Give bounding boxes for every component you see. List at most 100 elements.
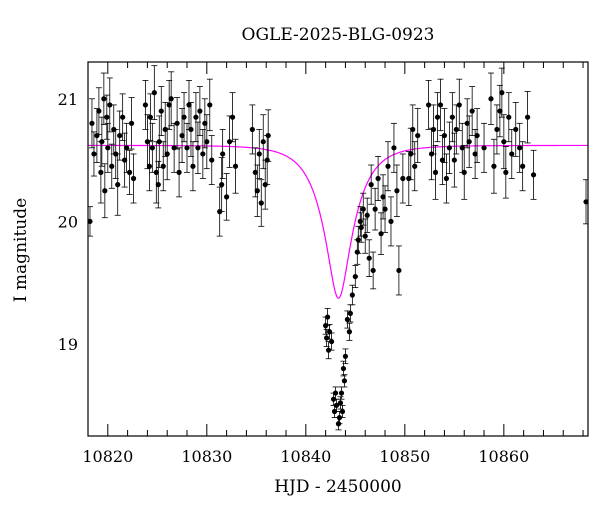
point-marker bbox=[472, 151, 478, 157]
data-point bbox=[451, 132, 458, 188]
data-point bbox=[260, 114, 267, 170]
point-marker bbox=[491, 163, 497, 169]
point-marker bbox=[459, 145, 465, 151]
point-marker bbox=[385, 163, 391, 169]
point-marker bbox=[126, 169, 133, 175]
point-marker bbox=[188, 126, 194, 133]
data-point bbox=[446, 121, 453, 174]
point-marker bbox=[229, 114, 236, 120]
point-marker bbox=[190, 163, 196, 169]
point-marker bbox=[437, 102, 444, 108]
point-marker bbox=[344, 316, 351, 323]
data-point bbox=[354, 239, 361, 265]
point-marker bbox=[200, 151, 206, 157]
point-marker bbox=[207, 102, 213, 108]
data-point bbox=[130, 153, 137, 204]
data-point bbox=[487, 72, 494, 125]
data-point bbox=[372, 187, 379, 231]
data-point bbox=[88, 206, 93, 237]
data-point bbox=[88, 98, 95, 149]
data-point bbox=[385, 141, 391, 192]
point-marker bbox=[453, 126, 459, 133]
point-marker bbox=[360, 206, 366, 212]
point-marker bbox=[153, 169, 159, 175]
point-marker bbox=[249, 126, 255, 133]
point-marker bbox=[451, 157, 457, 163]
point-marker bbox=[347, 310, 353, 316]
data-point bbox=[342, 348, 349, 365]
point-marker bbox=[195, 145, 201, 151]
x-axis-title: HJD - 2450000 bbox=[274, 477, 402, 497]
data-point bbox=[459, 122, 466, 173]
data-point bbox=[464, 98, 471, 149]
data-point bbox=[192, 92, 199, 143]
point-marker bbox=[149, 145, 155, 151]
point-marker bbox=[520, 163, 526, 169]
data-point bbox=[171, 122, 178, 173]
point-marker bbox=[88, 218, 93, 225]
data-point bbox=[184, 122, 191, 173]
data-point bbox=[326, 324, 333, 340]
data-point bbox=[411, 141, 418, 192]
data-point bbox=[449, 92, 456, 143]
point-marker bbox=[355, 237, 361, 243]
point-marker bbox=[380, 194, 386, 200]
data-point bbox=[466, 115, 473, 168]
data-point bbox=[95, 87, 102, 135]
x-tick-label: 10830 bbox=[181, 447, 232, 466]
point-marker bbox=[197, 108, 203, 114]
data-point bbox=[496, 84, 503, 138]
data-point bbox=[114, 153, 121, 216]
point-marker bbox=[497, 108, 503, 114]
point-marker bbox=[166, 102, 172, 108]
point-marker bbox=[89, 120, 95, 126]
data-point bbox=[328, 332, 335, 351]
point-marker bbox=[530, 172, 537, 178]
y-axis-title: I magnitude bbox=[11, 198, 31, 302]
point-marker bbox=[391, 145, 397, 151]
data-point bbox=[201, 98, 208, 149]
point-marker bbox=[333, 402, 340, 408]
point-marker bbox=[509, 151, 515, 157]
data-point bbox=[519, 141, 526, 192]
data-point bbox=[116, 110, 123, 161]
data-point bbox=[414, 108, 421, 163]
point-marker bbox=[362, 233, 368, 239]
data-point bbox=[502, 146, 509, 199]
data-point bbox=[437, 78, 444, 132]
data-point bbox=[500, 114, 507, 170]
point-marker bbox=[146, 163, 152, 169]
y-tick-label: 20 bbox=[58, 212, 78, 231]
data-point bbox=[456, 78, 463, 132]
data-point bbox=[409, 104, 416, 155]
model-curve bbox=[88, 144, 588, 299]
point-marker bbox=[254, 188, 260, 194]
point-marker bbox=[388, 218, 394, 225]
point-marker bbox=[142, 102, 149, 108]
point-marker bbox=[499, 90, 505, 96]
data-point bbox=[187, 102, 194, 157]
point-marker bbox=[105, 145, 111, 151]
data-point bbox=[151, 65, 158, 121]
point-marker bbox=[193, 114, 199, 120]
data-point bbox=[370, 251, 377, 290]
point-marker bbox=[186, 102, 192, 108]
point-marker bbox=[366, 255, 372, 261]
data-point bbox=[375, 156, 382, 201]
data-point bbox=[441, 108, 448, 163]
point-marker bbox=[441, 132, 448, 139]
y-tick-label: 21 bbox=[58, 90, 78, 109]
x-tick-label: 10840 bbox=[280, 447, 331, 466]
data-point bbox=[158, 86, 165, 136]
data-point bbox=[530, 149, 537, 200]
data-point bbox=[119, 93, 126, 141]
point-marker bbox=[501, 139, 507, 145]
data-point bbox=[176, 147, 183, 198]
plot-area: 10820 10830 10840 10850 10860 19 20 21 bbox=[58, 61, 589, 466]
data-point bbox=[101, 163, 108, 219]
data-point bbox=[229, 92, 236, 143]
data-point bbox=[368, 164, 375, 205]
data-point bbox=[103, 94, 110, 140]
data-point bbox=[90, 131, 97, 177]
